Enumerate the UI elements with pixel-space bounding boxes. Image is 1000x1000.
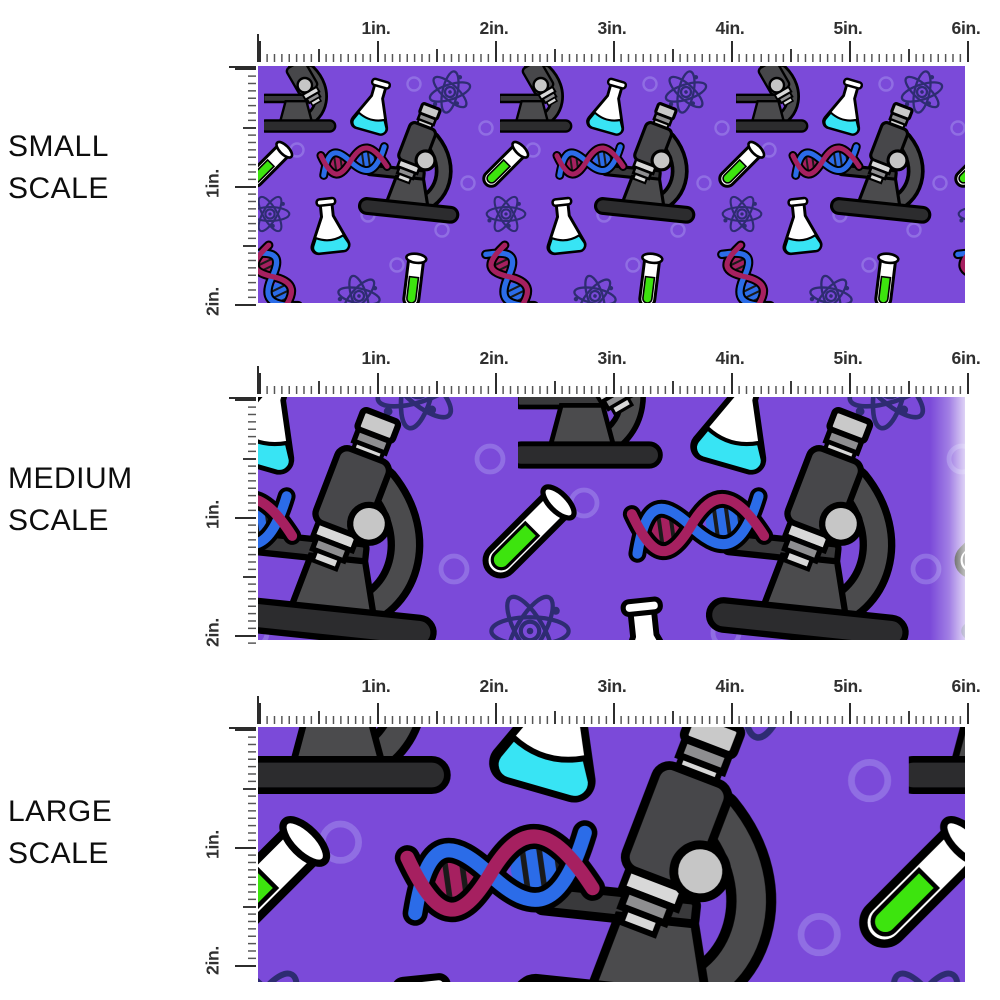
section-label-line1: SMALL <box>8 130 109 163</box>
section-label-medium: MEDIUM SCALE <box>8 458 133 542</box>
ruler-inch-label: 5in. <box>833 18 863 38</box>
ruler-inch-label: 4in. <box>715 676 745 696</box>
vertical-inch-label: 2in. <box>202 287 223 316</box>
horizontal-ruler-labels: 1in. 2in. 3in. 4in. 5in. 6in. <box>257 676 981 700</box>
vertical-inch-label: 2in. <box>202 946 223 975</box>
ruler-inch-label: 2in. <box>479 676 509 696</box>
ruler-inch-label: 5in. <box>833 676 863 696</box>
ruler-inch-label: 6in. <box>951 676 981 696</box>
horizontal-ruler <box>257 34 970 62</box>
fabric-swatch-small <box>258 66 965 303</box>
vertical-inch-label: 1in. <box>202 830 223 859</box>
vertical-ruler <box>229 727 256 971</box>
section-label-large: LARGE SCALE <box>8 791 112 875</box>
section-label-line1: LARGE <box>8 795 113 828</box>
vertical-ruler <box>229 397 256 645</box>
section-label-line2: SCALE <box>8 172 109 205</box>
vertical-inch-label: 2in. <box>202 618 223 647</box>
fabric-fold-highlight <box>930 397 965 640</box>
fabric-swatch-medium <box>258 397 965 640</box>
vertical-inch-label: 1in. <box>202 169 223 198</box>
ruler-inch-label: 6in. <box>951 18 981 38</box>
horizontal-ruler <box>257 696 970 724</box>
horizontal-ruler <box>257 366 970 394</box>
ruler-inch-label: 2in. <box>479 348 509 368</box>
ruler-inch-label: 2in. <box>479 18 509 38</box>
vertical-ruler <box>229 66 256 308</box>
horizontal-ruler-labels: 1in. 2in. 3in. 4in. 5in. 6in. <box>257 348 981 372</box>
ruler-inch-label: 3in. <box>597 676 627 696</box>
section-label-line2: SCALE <box>8 837 109 870</box>
section-label-line1: MEDIUM <box>8 462 133 495</box>
section-label-small: SMALL SCALE <box>8 126 109 210</box>
ruler-inch-label: 5in. <box>833 348 863 368</box>
ruler-inch-label: 1in. <box>361 348 391 368</box>
ruler-inch-label: 3in. <box>597 348 627 368</box>
ruler-inch-label: 4in. <box>715 348 745 368</box>
fabric-swatch-large <box>258 727 965 982</box>
ruler-inch-label: 4in. <box>715 18 745 38</box>
ruler-inch-label: 3in. <box>597 18 627 38</box>
horizontal-ruler-labels: 1in. 2in. 3in. 4in. 5in. 6in. <box>257 18 981 42</box>
ruler-inch-label: 1in. <box>361 18 391 38</box>
section-label-line2: SCALE <box>8 504 109 537</box>
vertical-inch-label: 1in. <box>202 500 223 529</box>
ruler-inch-label: 1in. <box>361 676 391 696</box>
ruler-inch-label: 6in. <box>951 348 981 368</box>
